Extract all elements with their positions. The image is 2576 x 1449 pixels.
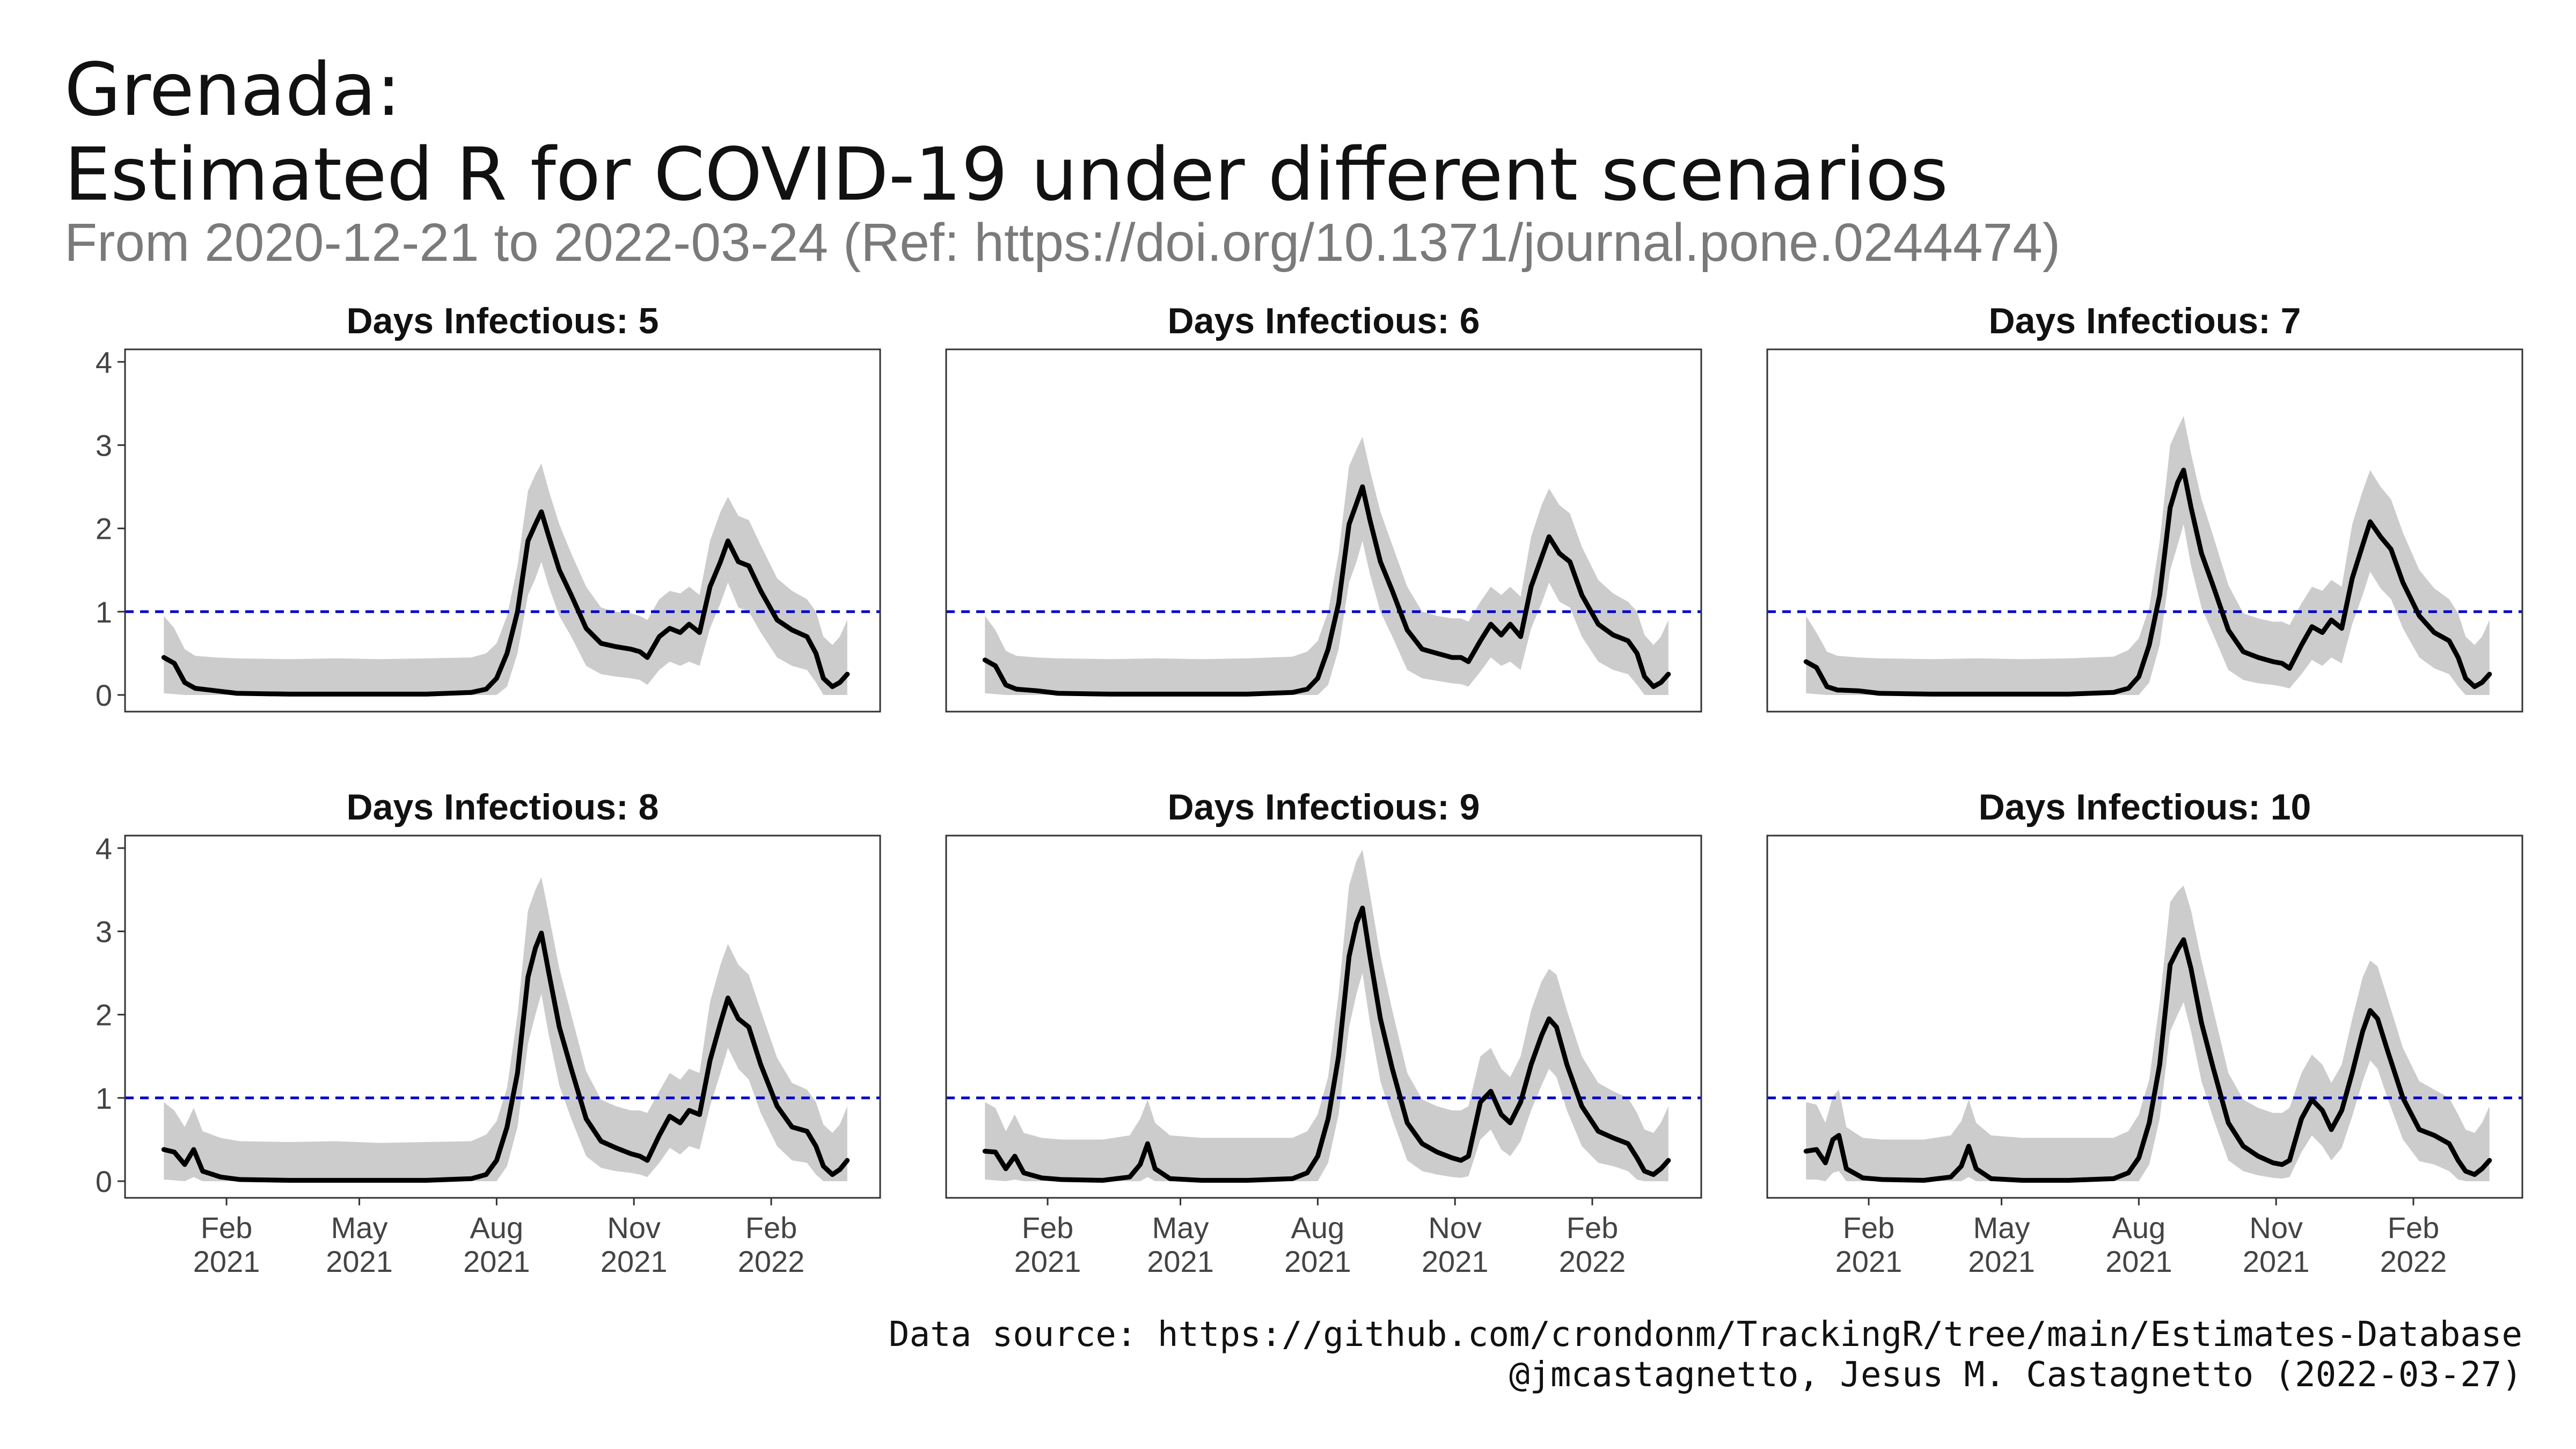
panel-border <box>945 348 1702 713</box>
y-tick-label: 4 <box>96 345 112 379</box>
confidence-ribbon <box>164 463 847 695</box>
panel-border <box>1766 348 2523 713</box>
y-tick-label: 1 <box>96 1081 112 1115</box>
facet-title: Days Infectious: 5 <box>347 301 659 341</box>
panel-border <box>124 835 881 1199</box>
x-tick-label: Feb <box>1843 1211 1895 1245</box>
x-tick-label: Feb <box>201 1211 253 1245</box>
facet-panel-6: Days Infectious: 6 <box>945 301 1702 713</box>
x-tick-label: Feb <box>1022 1211 1074 1245</box>
x-tick-label-year: 2021 <box>2243 1245 2310 1278</box>
x-tick-label-year: 2021 <box>1014 1245 1081 1278</box>
plot-area <box>946 436 1701 697</box>
facet-title: Days Infectious: 7 <box>1989 301 2301 341</box>
y-tick-label: 3 <box>96 428 112 462</box>
y-tick-label: 4 <box>96 831 112 865</box>
facet-title: Days Infectious: 8 <box>347 787 659 828</box>
data-source-caption: Data source: https://github.com/crondonm… <box>889 1315 2522 1355</box>
y-tick-label: 2 <box>96 998 112 1032</box>
panel-border <box>1766 835 2523 1199</box>
x-tick-label: Feb <box>1567 1211 1619 1245</box>
page-title: Grenada: <box>64 48 401 133</box>
facet-panel-5: Days Infectious: 5 0 1 2 3 4 <box>96 301 881 713</box>
facet-panel-8: Days Infectious: 801234Feb2021May2021Aug… <box>96 787 881 1278</box>
x-tick-label-year: 2021 <box>193 1245 260 1278</box>
x-tick-label: Nov <box>2249 1211 2303 1245</box>
plot-area <box>1767 885 2522 1183</box>
facet-title: Days Infectious: 10 <box>1979 787 2311 828</box>
x-tick-label: Aug <box>1291 1211 1345 1245</box>
r-estimate-line <box>161 509 850 697</box>
x-tick-label-year: 2021 <box>326 1245 393 1278</box>
facet-panel-10: Days Infectious: 10Feb2021May2021Aug2021… <box>1766 787 2523 1278</box>
r-estimate-line <box>1803 467 2492 697</box>
x-tick-label-year: 2021 <box>2105 1245 2172 1278</box>
x-tick-label: May <box>331 1211 388 1245</box>
r-estimate-line <box>161 931 850 1183</box>
facet-title: Days Infectious: 9 <box>1168 787 1480 828</box>
x-tick-label-year: 2021 <box>1835 1245 1902 1278</box>
facet-panel-9: Days Infectious: 9Feb2021May2021Aug2021N… <box>945 787 1702 1278</box>
facet-title: Days Infectious: 6 <box>1168 301 1480 341</box>
x-tick-label-year: 2022 <box>1559 1245 1626 1278</box>
plot-area <box>125 463 880 697</box>
x-tick-label-year: 2021 <box>1284 1245 1351 1278</box>
x-tick-label: Feb <box>2388 1211 2440 1245</box>
y-tick-label: 1 <box>96 595 112 629</box>
plot-area <box>125 877 880 1183</box>
page-subtitle: From 2020-12-21 to 2022-03-24 (Ref: http… <box>64 213 2061 273</box>
x-tick-label: Nov <box>1428 1211 1482 1245</box>
r-estimate-line <box>1803 937 2492 1183</box>
x-tick-label-year: 2021 <box>601 1245 668 1278</box>
panel-border <box>945 835 1702 1199</box>
x-tick-label-year: 2022 <box>738 1245 805 1278</box>
facet-panel-7: Days Infectious: 7 <box>1766 301 2523 713</box>
x-tick-label-year: 2021 <box>463 1245 530 1278</box>
author-caption: @jmcastagnetto, Jesus M. Castagnetto (20… <box>1509 1355 2522 1395</box>
y-tick-label: 3 <box>96 914 112 948</box>
x-tick-label-year: 2021 <box>1422 1245 1489 1278</box>
x-tick-label: Aug <box>470 1211 524 1245</box>
y-tick-label: 0 <box>96 1165 112 1198</box>
plot-area <box>946 850 1701 1183</box>
x-tick-label: May <box>1152 1211 1209 1245</box>
y-tick-label: 0 <box>96 678 112 712</box>
r-estimate-line <box>982 905 1671 1183</box>
confidence-ribbon <box>1806 885 2490 1181</box>
r-estimate-line <box>982 484 1671 697</box>
confidence-ribbon <box>985 850 1668 1181</box>
confidence-ribbon <box>1806 416 2490 695</box>
x-tick-label-year: 2021 <box>1147 1245 1214 1278</box>
x-tick-label-year: 2021 <box>1968 1245 2035 1278</box>
x-tick-label: Nov <box>607 1211 661 1245</box>
panel-border <box>124 348 881 713</box>
y-tick-label: 2 <box>96 512 112 546</box>
page-title-line-2: Estimated R for COVID-19 under different… <box>64 133 1949 217</box>
x-tick-label: Feb <box>745 1211 797 1245</box>
x-tick-label: Aug <box>2112 1211 2166 1245</box>
plot-area <box>1767 416 2522 697</box>
x-tick-label: May <box>1973 1211 2030 1245</box>
x-tick-label-year: 2022 <box>2380 1245 2447 1278</box>
confidence-ribbon <box>164 877 847 1181</box>
